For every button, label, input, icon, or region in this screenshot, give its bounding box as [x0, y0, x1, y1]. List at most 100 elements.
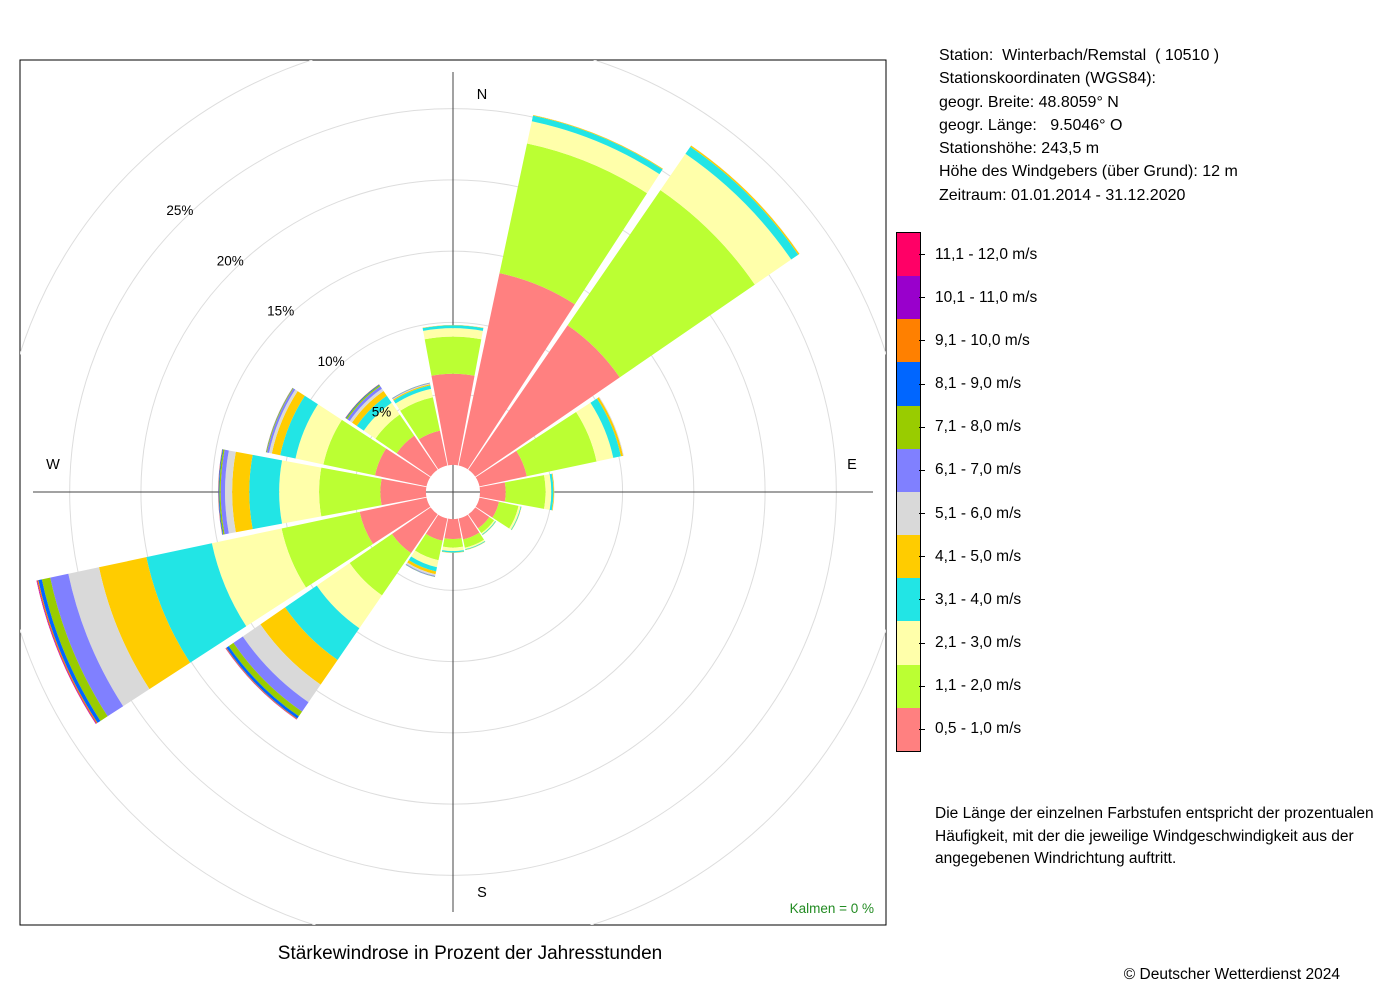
legend-label: 4,1 - 5,0 m/s: [935, 547, 1022, 565]
sector-SO-segment: [482, 521, 496, 535]
sector-N-segment: [423, 328, 483, 340]
sector-NO-segment: [685, 146, 799, 260]
sector-SSO-segment: [465, 541, 486, 550]
sector-O-segment: [479, 482, 506, 502]
legend-swatch: [897, 448, 920, 492]
sector-ONO-segment: [576, 402, 614, 462]
sector-NO-segment: [468, 325, 620, 477]
sector-SSW-segment: [406, 562, 436, 576]
sector-NNO-segment: [531, 115, 663, 175]
legend-swatch: [897, 276, 920, 320]
legend-color-bar: [896, 232, 921, 752]
legend-label: 3,1 - 4,0 m/s: [935, 590, 1022, 608]
sector-NNW-segment: [393, 384, 431, 401]
sector-WSW-segment: [98, 557, 191, 690]
sector-SSW-segment: [425, 514, 448, 541]
legend-tick: [919, 340, 925, 342]
sector-WNW-segment: [271, 391, 305, 456]
legend-tick: [919, 685, 925, 687]
sector-WSW-segment: [359, 497, 431, 544]
legend-swatch: [897, 362, 920, 406]
sector-NNW-segment: [393, 385, 432, 404]
sector-ONO-segment: [475, 450, 527, 487]
sector-W-segment: [225, 450, 236, 534]
radial-tick-label: 10%: [318, 354, 345, 369]
sector-WSW-segment: [68, 567, 150, 707]
sector-N-segment: [422, 324, 484, 329]
sector-WSW-segment: [38, 579, 101, 723]
sector-SSW-segment: [411, 550, 439, 568]
legend-tick: [919, 599, 925, 601]
sector-WNW-segment: [374, 448, 431, 487]
sector-WNW-segment: [295, 404, 342, 465]
legend-entry: 9,1 - 10,0 m/s: [919, 331, 1030, 351]
sector-NNO-segment: [458, 273, 575, 470]
sector-OSO-segment: [492, 501, 519, 529]
sector-SSW-segment: [414, 533, 443, 561]
compass-label-N: N: [477, 87, 487, 103]
radial-tick-label: 25%: [166, 203, 193, 218]
sector-WNW-segment: [280, 395, 318, 459]
sector-O-segment: [552, 473, 555, 511]
legend-label: 1,1 - 2,0 m/s: [935, 677, 1022, 695]
sector-NW-segment: [349, 388, 384, 423]
explanation-note: Die Länge der einzelnen Farbstufen entsp…: [935, 805, 1374, 867]
legend-swatch: [897, 319, 920, 363]
legend-label: 10,1 - 11,0 m/s: [935, 288, 1038, 306]
sector-W-segment: [218, 449, 223, 535]
sector-NO-segment: [660, 153, 792, 285]
sector-W-segment: [232, 451, 253, 533]
sector-SSW-segment: [405, 563, 436, 577]
sector-S-segment: [441, 551, 465, 553]
sector-SSW-segment: [407, 560, 437, 575]
legend-label: 9,1 - 10,0 m/s: [935, 331, 1030, 349]
compass-label-E: E: [847, 457, 857, 473]
sector-W-segment: [218, 449, 224, 535]
legend-tick: [919, 728, 925, 730]
sector-NW-segment: [396, 435, 438, 477]
sector-SW-segment: [242, 624, 321, 703]
legend-swatch: [897, 233, 920, 277]
time-period: Zeitraum: 01.01.2014 - 31.12.2020: [939, 186, 1186, 204]
legend-tick: [919, 297, 925, 299]
legend-tick: [919, 469, 925, 471]
radial-tick-label: 5%: [372, 405, 392, 420]
radial-tick-label: 20%: [217, 253, 244, 268]
sector-W-segment: [380, 478, 427, 506]
legend-entry: 4,1 - 5,0 m/s: [919, 547, 1021, 567]
sector-SW-segment: [391, 507, 438, 554]
sector-OSO-segment: [510, 506, 522, 531]
sector-NNO-segment: [499, 143, 648, 305]
sector-WSW-segment: [41, 577, 108, 721]
legend-label: 8,1 - 9,0 m/s: [935, 375, 1022, 393]
station-info-panel: Station: Winterbach/Remstal ( 10510 ) St…: [939, 44, 1238, 207]
legend-swatch: [897, 578, 920, 622]
legend-entry: 1,1 - 2,0 m/s: [919, 676, 1021, 696]
sector-N-segment: [424, 336, 482, 376]
legend-swatch: [897, 405, 920, 449]
sector-SW-segment: [228, 642, 303, 717]
sector-NW-segment: [375, 414, 415, 454]
sector-OSO-segment: [509, 505, 521, 530]
legend-entry: 8,1 - 9,0 m/s: [919, 374, 1021, 394]
sector-NW-segment: [346, 385, 381, 420]
legend-entry: 2,1 - 3,0 m/s: [919, 633, 1021, 653]
sector-SSO-segment: [463, 532, 485, 548]
legend-label: 6,1 - 7,0 m/s: [935, 461, 1022, 479]
legend-entry: 0,5 - 1,0 m/s: [919, 719, 1021, 739]
sector-NW-segment: [352, 391, 387, 426]
sector-S-segment: [441, 550, 465, 553]
legend-label: 0,5 - 1,0 m/s: [935, 720, 1022, 738]
sector-SW-segment: [260, 607, 338, 685]
sector-SO-segment: [481, 520, 496, 535]
legend-label: 2,1 - 3,0 m/s: [935, 634, 1022, 652]
compass-label-S: S: [477, 885, 487, 901]
legend-label: 7,1 - 8,0 m/s: [935, 418, 1022, 436]
station-longitude: geogr. Länge: 9.5046° O: [939, 116, 1123, 134]
sector-S-segment: [442, 546, 464, 552]
sector-NW-segment: [356, 395, 392, 431]
sector-SSO-segment: [464, 539, 485, 550]
sector-SW-segment: [349, 533, 412, 596]
sector-SW-segment: [233, 636, 309, 712]
legend-swatch: [897, 664, 920, 708]
